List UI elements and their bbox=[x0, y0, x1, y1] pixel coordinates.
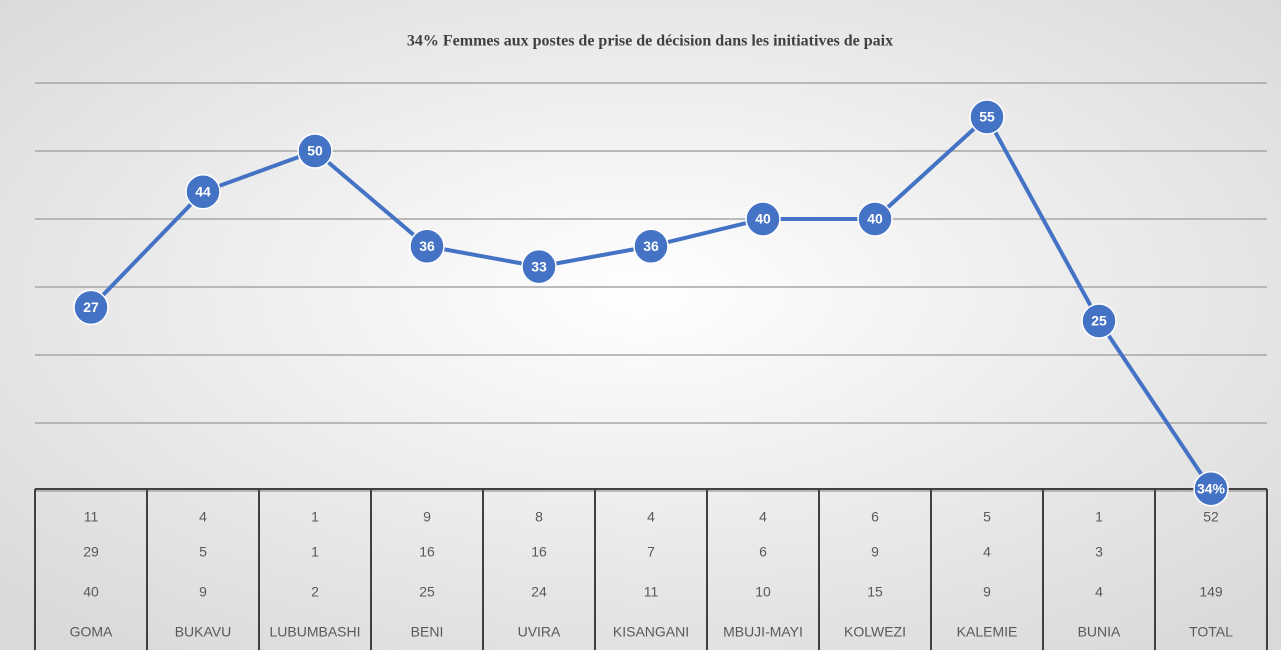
data-label: 36 bbox=[643, 238, 659, 254]
table-cell: 15 bbox=[867, 584, 883, 600]
marker bbox=[857, 201, 893, 237]
x-tick-label: UVIRA bbox=[518, 624, 561, 640]
x-tick-label: TOTAL bbox=[1189, 624, 1233, 640]
table-cell: 149 bbox=[1199, 584, 1223, 600]
data-label: 25 bbox=[1091, 313, 1107, 329]
table-cell: 11 bbox=[644, 584, 659, 600]
table-cell: 9 bbox=[199, 584, 207, 600]
x-tick-label: KOLWEZI bbox=[844, 624, 906, 640]
marker bbox=[1193, 470, 1229, 507]
x-tick-label: LUBUMBASHI bbox=[269, 624, 360, 640]
x-tick-label: MBUJI-MAYI bbox=[723, 624, 803, 640]
x-tick-label: KISANGANI bbox=[613, 624, 689, 640]
marker bbox=[297, 133, 333, 169]
data-label: 33 bbox=[531, 258, 547, 274]
table-cell: 1 bbox=[311, 509, 319, 525]
table-cell: 4 bbox=[983, 544, 991, 560]
table-cell: 4 bbox=[759, 509, 767, 525]
marker bbox=[185, 174, 221, 210]
table-cell: 11 bbox=[84, 509, 99, 525]
x-tick-label: BUNIA bbox=[1078, 624, 1121, 640]
table-cell: 52 bbox=[1203, 509, 1219, 525]
x-tick-label: KALEMIE bbox=[957, 624, 1018, 640]
x-tick-label: BENI bbox=[411, 624, 444, 640]
marker bbox=[521, 248, 557, 285]
table-cell: 4 bbox=[199, 509, 207, 525]
table-cell: 29 bbox=[83, 544, 99, 560]
table-cell: 2 bbox=[311, 584, 319, 600]
table-cell: 40 bbox=[83, 584, 99, 600]
marker bbox=[409, 228, 445, 264]
table-cell: 10 bbox=[755, 584, 771, 600]
data-label: 55 bbox=[979, 109, 995, 125]
chart-title: 34% Femmes aux postes de prise de décisi… bbox=[407, 33, 893, 50]
table-cell: 6 bbox=[759, 544, 767, 560]
table-cell: 6 bbox=[871, 509, 879, 525]
data-label: 34% bbox=[1197, 480, 1226, 496]
table-cell: 24 bbox=[531, 584, 547, 600]
data-label: 44 bbox=[195, 184, 211, 200]
table-cell: 9 bbox=[983, 584, 991, 600]
x-tick-label: GOMA bbox=[70, 624, 113, 640]
marker bbox=[633, 228, 669, 264]
data-label: 27 bbox=[83, 299, 99, 315]
table-cell: 3 bbox=[1095, 544, 1103, 560]
table-cell: 7 bbox=[647, 544, 655, 560]
table-cell: 1 bbox=[311, 544, 319, 560]
table-cell: 25 bbox=[419, 584, 435, 600]
x-tick-label: BUKAVU bbox=[175, 624, 232, 640]
data-label: 40 bbox=[867, 211, 883, 227]
table-cell: 4 bbox=[1095, 584, 1103, 600]
table-cell: 5 bbox=[199, 544, 207, 560]
marker bbox=[1081, 303, 1117, 339]
data-label: 36 bbox=[419, 238, 435, 254]
table-cell: 16 bbox=[419, 544, 435, 560]
table-cell: 9 bbox=[871, 544, 879, 560]
data-label: 50 bbox=[307, 143, 323, 159]
table-cell: 9 bbox=[423, 509, 431, 525]
data-label: 40 bbox=[755, 211, 771, 227]
marker bbox=[969, 99, 1005, 135]
table-cell: 1 bbox=[1095, 509, 1103, 525]
table-cell: 4 bbox=[647, 509, 655, 525]
marker bbox=[745, 201, 781, 237]
marker bbox=[73, 289, 109, 326]
table-cell: 16 bbox=[531, 544, 547, 560]
table-cell: 8 bbox=[535, 509, 543, 525]
table-cell: 5 bbox=[983, 509, 991, 525]
